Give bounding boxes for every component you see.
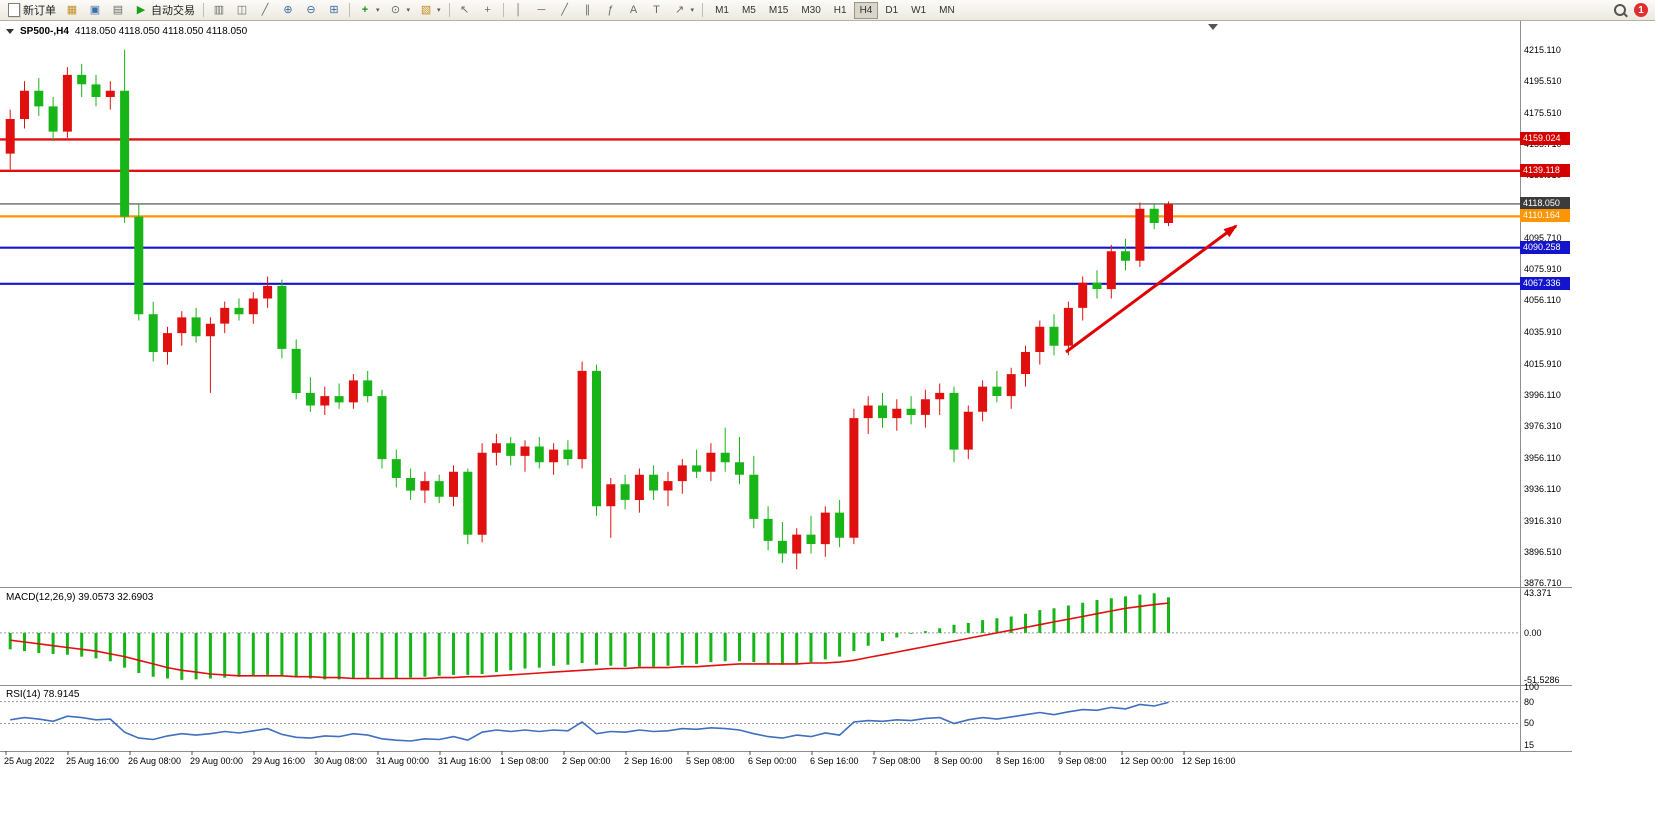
chevron-down-icon: ▾ [437,7,441,14]
zoom-in-button[interactable]: ⊕ [277,1,299,19]
candlestick-icon: ◫ [236,4,248,16]
line-chart-button[interactable]: ╱ [254,1,276,19]
candles-down [34,74,1159,554]
toolbar-separator [203,3,204,17]
macd-indicator-label: MACD(12,26,9) 39.0573 32.6903 [6,592,154,603]
toolbar-separator [448,3,450,17]
text-label-button[interactable]: T [646,1,668,19]
toolbar-separator [502,3,504,17]
bar-chart-button[interactable]: ▥ [208,1,230,19]
text-button[interactable]: A [623,1,645,19]
main-toolbar: 新订单 ▦ ▣ ▤ ▶ 自动交易 ▥ ◫ ╱ ⊕ ⊖ ⊞ + ▾ ⊙ ▾ ▧ ▾ ↖ … [0,0,1655,21]
new-order-icon [8,3,20,17]
trendline-button[interactable]: ╱ [554,1,576,19]
channel-icon: ∥ [584,4,591,16]
line-chart-icon: ╱ [261,4,269,16]
tile-windows-icon: ⊞ [329,4,339,16]
timeframe-h4[interactable]: H4 [853,1,879,19]
cursor-icon: ↖ [459,4,470,16]
zoom-out-button[interactable]: ⊖ [300,1,322,19]
macd-histogram [8,593,1170,680]
channel-button[interactable]: ∥ [577,1,599,19]
timeframe-m15[interactable]: M15 [763,2,794,19]
timeframe-m30[interactable]: M30 [795,2,826,19]
horizontal-line-icon: ─ [537,4,546,16]
chevron-down-icon: ▾ [376,7,380,14]
auto-trading-button[interactable]: ▶ 自动交易 [130,1,199,19]
collapse-icon[interactable] [6,29,14,34]
search-button[interactable] [1610,1,1630,19]
symbol-header: SP500-,H4 4118.050 4118.050 4118.050 411… [6,26,247,37]
new-order-button[interactable]: 新订单 [4,1,60,19]
trend-arrow-annotation[interactable] [1065,224,1238,354]
market-watch-button[interactable]: ▤ [107,1,129,19]
vertical-line-icon: │ [515,4,522,16]
chevron-down-icon: ▾ [406,7,411,14]
cursor-button[interactable]: ↖ [454,1,476,19]
profiles-icon: ▣ [89,4,101,16]
add-indicator-icon: + [361,4,369,16]
zoom-in-icon: ⊕ [283,4,293,16]
auto-trading-label: 自动交易 [151,5,195,17]
trendline-icon: ╱ [561,4,568,16]
profiles-button[interactable]: ▣ [84,1,106,19]
template-icon: ▧ [420,4,432,16]
market-watch-icon: ▤ [112,4,124,16]
charts-button[interactable]: ▦ [61,1,83,19]
candles-up [5,74,1174,554]
timeframe-toolbar: M1 M5 M15 M30 H1 H4 D1 W1 MN [709,1,961,19]
horizontal-line-button[interactable]: ─ [531,1,553,19]
rsi-indicator-label: RSI(14) 78.9145 [6,689,80,700]
toolbar-separator [349,3,350,17]
fibonacci-button[interactable]: ƒ [600,1,622,19]
arrows-button[interactable]: ↗ ▾ [669,1,699,19]
crosshair-icon: + [484,4,491,16]
toolbar-separator [702,3,704,17]
periods-button[interactable]: ⊙ ▾ [385,1,415,19]
bar-chart-icon: ▥ [213,4,225,16]
rsi-line [10,701,1169,742]
timeframe-h1[interactable]: H1 [828,2,853,19]
candlestick-button[interactable]: ◫ [231,1,253,19]
chevron-down-icon: ▾ [690,7,695,14]
timeframe-w1[interactable]: W1 [905,2,932,19]
chart-shift-marker-icon[interactable] [1208,24,1218,30]
crosshair-button[interactable]: + [477,1,499,19]
zoom-out-icon: ⊖ [306,4,316,16]
text-icon: A [629,4,638,16]
timeframe-m5[interactable]: M5 [736,2,762,19]
timeframe-mn[interactable]: MN [933,2,961,19]
notification-badge[interactable]: 1 [1634,3,1648,17]
fibonacci-icon: ƒ [607,4,614,16]
tile-windows-button[interactable]: ⊞ [323,1,345,19]
clock-icon: ⊙ [390,4,401,16]
symbol-ohlc: 4118.050 4118.050 4118.050 4118.050 [74,26,248,37]
arrow-tool-icon: ↗ [674,4,685,16]
search-icon [1614,4,1626,16]
indicators-button[interactable]: + ▾ [354,1,384,19]
timeframe-d1[interactable]: D1 [879,2,904,19]
play-icon: ▶ [136,4,146,16]
macd-signal-line [10,602,1169,680]
new-order-label: 新订单 [23,5,56,17]
text-label-icon: T [653,4,660,16]
timeframe-m1[interactable]: M1 [709,2,735,19]
chart-window-icon: ▦ [66,4,78,16]
templates-button[interactable]: ▧ ▾ [415,1,445,19]
vertical-line-button[interactable]: │ [508,1,530,19]
symbol-title: SP500-,H4 [20,26,69,37]
